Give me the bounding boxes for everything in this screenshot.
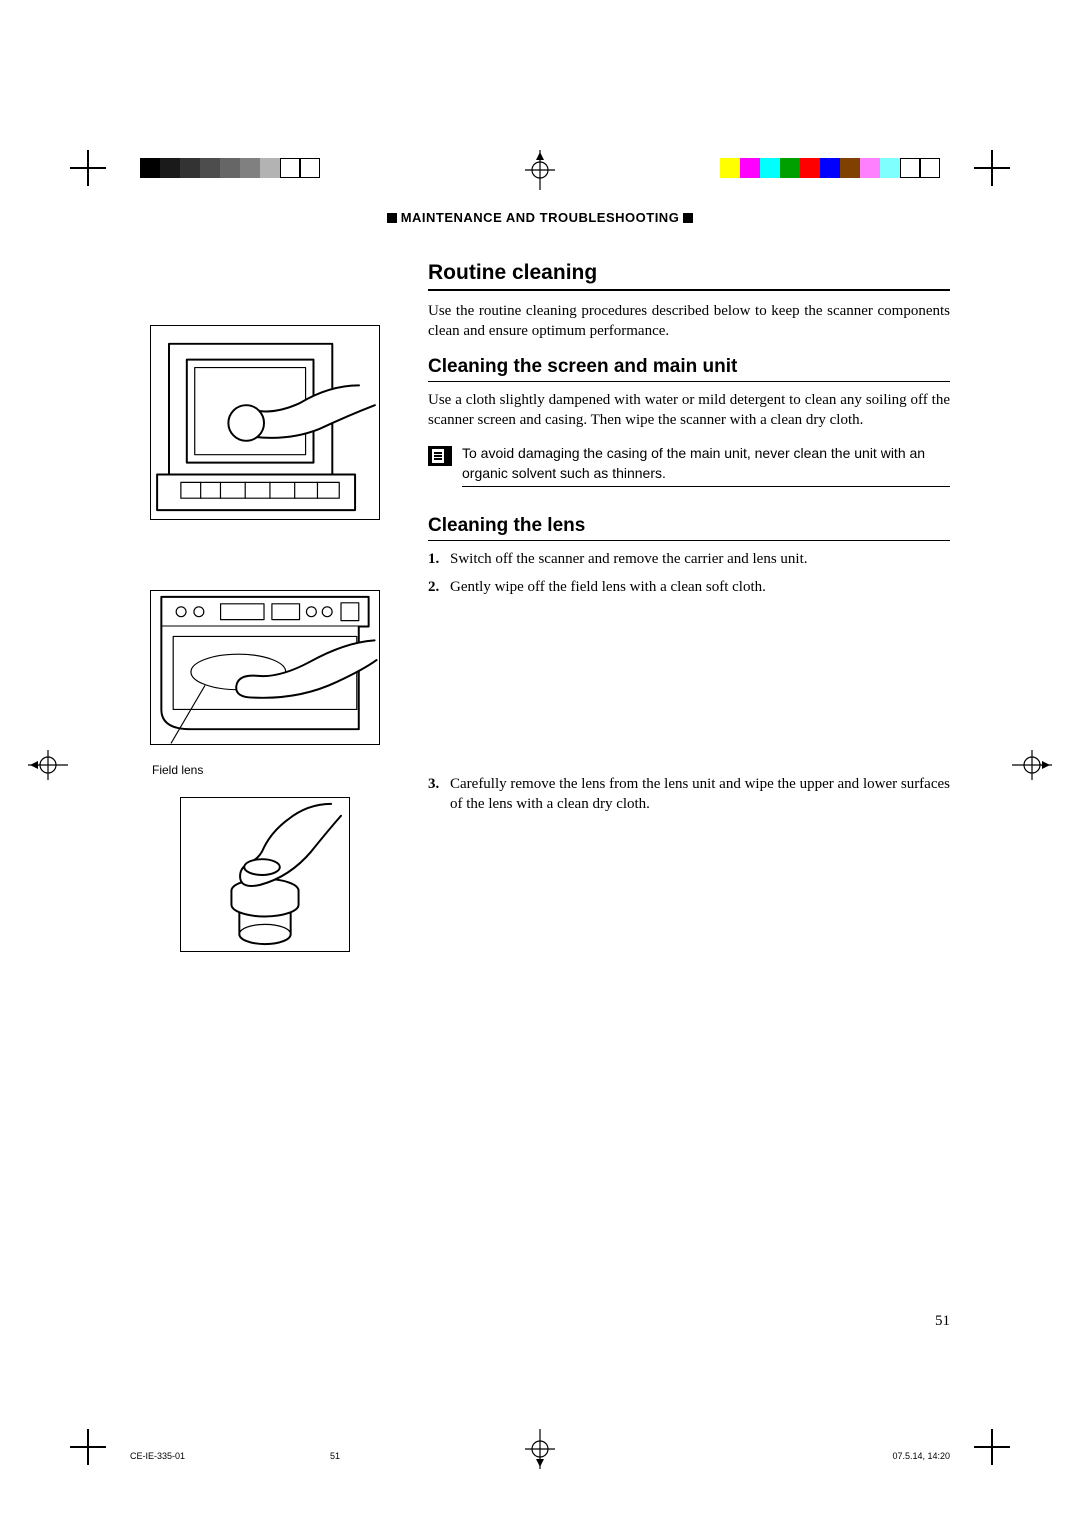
heading-clean-lens: Cleaning the lens — [428, 515, 950, 541]
registration-bottom — [0, 1429, 1080, 1469]
step-text: Carefully remove the lens from the lens … — [450, 776, 950, 812]
center-register-icon — [28, 750, 68, 780]
figure-caption: Field lens — [152, 763, 400, 777]
heading-routine-cleaning: Routine cleaning — [428, 261, 950, 291]
steps-list: 1.Switch off the scanner and remove the … — [428, 549, 950, 814]
note-callout: To avoid damaging the casing of the main… — [428, 444, 950, 487]
center-register-icon — [525, 1429, 555, 1469]
header-label: MAINTENANCE AND TROUBLESHOOTING — [401, 210, 680, 225]
step-item: 3.Carefully remove the lens from the len… — [428, 774, 950, 815]
step-item: 2.Gently wipe off the field lens with a … — [428, 577, 950, 597]
text-column: Routine cleaning Use the routine cleanin… — [428, 261, 950, 952]
color-calibration-bar — [720, 158, 940, 178]
intro-paragraph: Use the routine cleaning procedures desc… — [428, 301, 950, 342]
section-header: MAINTENANCE AND TROUBLESHOOTING — [130, 210, 950, 225]
crop-mark-icon — [974, 1429, 1010, 1465]
note-icon — [428, 446, 452, 466]
center-register-icon — [525, 150, 555, 190]
heading-clean-screen: Cleaning the screen and main unit — [428, 356, 950, 382]
square-bullet-icon — [387, 213, 397, 223]
crop-mark-icon — [70, 150, 106, 186]
square-bullet-icon — [683, 213, 693, 223]
figure-column: Field lens — [130, 261, 400, 952]
figure-lens-unit — [180, 797, 350, 952]
step-text: Switch off the scanner and remove the ca… — [450, 551, 808, 567]
step-item: 1.Switch off the scanner and remove the … — [428, 549, 950, 569]
body-paragraph: Use a cloth slightly dampened with water… — [428, 390, 950, 431]
figure-field-lens — [150, 590, 380, 745]
note-text: To avoid damaging the casing of the main… — [462, 444, 950, 487]
page-number: 51 — [935, 1313, 950, 1330]
grayscale-calibration-bar — [140, 158, 320, 178]
step-text: Gently wipe off the field lens with a cl… — [450, 579, 766, 595]
page-content: MAINTENANCE AND TROUBLESHOOTING — [130, 210, 950, 1340]
center-register-icon — [1012, 750, 1052, 780]
figure-clean-screen — [150, 325, 380, 520]
crop-mark-icon — [974, 150, 1010, 186]
crop-mark-icon — [70, 1429, 106, 1465]
registration-top — [0, 150, 1080, 190]
